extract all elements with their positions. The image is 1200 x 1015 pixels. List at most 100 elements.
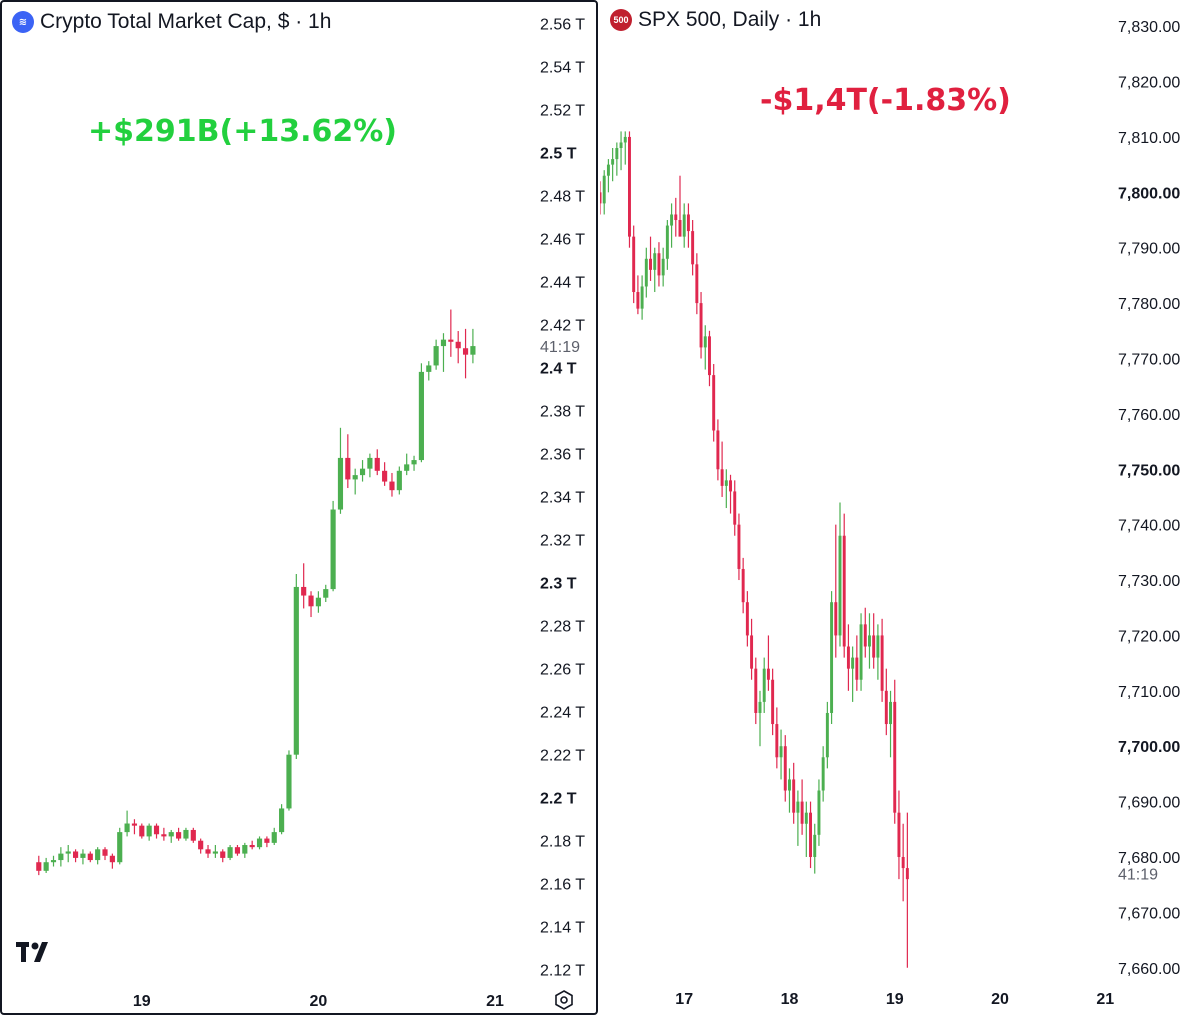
spx-candle [678, 175, 682, 237]
crypto-candle [198, 838, 204, 854]
spx-y-tick-label: 7,670.00 [1118, 905, 1180, 922]
crypto-candle [337, 427, 344, 514]
spx-candle [716, 419, 720, 481]
spx-y-tick-label: 7,750.00 [1118, 462, 1180, 479]
crypto-candle [161, 827, 167, 841]
spx-candle [628, 131, 631, 248]
crypto-candle [58, 847, 64, 867]
crypto-candle [109, 853, 115, 869]
crypto-candle [220, 849, 226, 863]
crypto-candle [359, 460, 366, 482]
spx-y-tick-label: 7,660.00 [1118, 961, 1180, 978]
spx-y-tick-label: 7,690.00 [1118, 795, 1180, 812]
spx-candle [674, 197, 678, 237]
spx-500-panel[interactable]: 7,830.00 7,820.00 7,810.00 7,800.00 7,790.00… [600, 0, 1200, 1015]
spx-candle [889, 690, 892, 758]
spx-y-tick-label: 7,820.00 [1118, 75, 1180, 92]
spx-candle [703, 325, 707, 370]
crypto-candle [308, 591, 314, 618]
crypto-y-tick-label: 2.46 T [540, 232, 585, 249]
crypto-y-tick-label: 2.26 T [540, 662, 585, 679]
crypto-x-tick-label: 21 [486, 993, 504, 1010]
crypto-candle [36, 855, 42, 876]
spx-candle [720, 441, 724, 497]
spx-candle [695, 253, 699, 315]
crypto-y-tick-label: 2.54 T [540, 60, 585, 77]
spx-y-tick-label: 7,810.00 [1118, 130, 1180, 147]
crypto-candle [433, 339, 439, 370]
tradingview-logo-icon[interactable] [16, 942, 56, 964]
spx-candle [649, 236, 652, 281]
crypto-y-tick-label: 2.22 T [540, 748, 585, 765]
crypto-candle [367, 453, 373, 478]
spx-candle [602, 170, 606, 215]
crypto-candle [242, 842, 248, 858]
spx-x-tick-label: 20 [991, 991, 1009, 1008]
spx-candle [670, 203, 674, 248]
spx-candle [632, 225, 636, 304]
spx-candle [758, 690, 762, 747]
crypto-market-cap-panel[interactable]: 2.56 T 2.54 T 2.52 T 2.5 T 2.48 T 2.46 T 2.44 … [0, 0, 598, 1015]
spx-y-tick-label: 7,780.00 [1118, 296, 1180, 313]
crypto-y-tick-label: 2.28 T [540, 619, 585, 636]
spx-y-tick-label: 7,790.00 [1118, 241, 1180, 258]
crypto-candle [382, 462, 388, 486]
crypto-candle [256, 836, 263, 850]
spx-candle [712, 364, 716, 442]
spx-candle [600, 181, 602, 215]
crypto-candle [176, 827, 182, 841]
spx-chart-svg[interactable]: 7,830.00 7,820.00 7,810.00 7,800.00 7,790.00… [600, 0, 1200, 1015]
crypto-candle [323, 584, 329, 602]
crypto-y-tick-label: 2.14 T [540, 920, 585, 937]
crypto-candle [418, 363, 424, 463]
spx-candle [611, 148, 615, 182]
spx-y-tick-label: 7,800.00 [1118, 185, 1180, 202]
spx-y-tick-label: 7,730.00 [1118, 573, 1180, 590]
crypto-candle [168, 829, 174, 843]
crypto-x-tick-label: 20 [309, 993, 327, 1010]
spx-candle [665, 220, 669, 270]
crypto-y-tick-label: 2.52 T [540, 103, 585, 120]
crypto-candle [212, 845, 218, 858]
spx-candle [766, 635, 770, 691]
crypto-chart-title: Crypto Total Market Cap, $ · 1h [40, 10, 332, 33]
crypto-candle [146, 823, 152, 841]
spx-candle [653, 247, 657, 293]
crypto-candle [352, 468, 358, 495]
spx-candle [783, 735, 787, 802]
spx-candle [745, 591, 749, 647]
spx-chart-title: SPX 500, Daily · 1h [638, 8, 822, 31]
spx-candle [868, 613, 871, 669]
gear-icon[interactable] [554, 990, 574, 1010]
spx-candle [796, 790, 800, 846]
crypto-y-tick-label: 2.42 T [540, 318, 585, 335]
crypto-y-tick-label: 2.16 T [540, 877, 585, 894]
spx-candle [729, 474, 732, 514]
crypto-candle [374, 449, 380, 476]
crypto-candle [183, 827, 189, 841]
spx-candle [686, 203, 690, 248]
crypto-candle [249, 840, 255, 850]
crypto-candle [264, 836, 270, 848]
spx-candle [779, 729, 783, 780]
crypto-y-tick-label: 2.2 T [540, 791, 577, 808]
spx-countdown-label: 41:19 [1118, 867, 1158, 884]
spx-candle [741, 557, 745, 614]
spx-candle [733, 480, 737, 536]
crypto-change-label: +$291B(+13.62%) [88, 114, 398, 149]
spx-candle [661, 247, 665, 287]
spx-candle [792, 762, 796, 824]
spx-candle [821, 746, 825, 802]
spx-candle [855, 635, 859, 691]
spx-candle [804, 801, 808, 857]
crypto-chart-svg[interactable]: 2.56 T 2.54 T 2.52 T 2.5 T 2.48 T 2.46 T 2.44 … [2, 2, 598, 1013]
spx-y-tick-label: 7,710.00 [1118, 684, 1180, 701]
crypto-candle [124, 810, 130, 837]
spx-candle [775, 707, 779, 769]
spx-candle [817, 779, 821, 846]
crypto-y-tick-label: 2.3 T [540, 576, 577, 593]
spx-500-icon: 500 [610, 9, 632, 31]
spx-candle [619, 131, 623, 171]
crypto-y-tick-label: 2.36 T [540, 447, 585, 464]
crypto-candle [411, 455, 417, 471]
